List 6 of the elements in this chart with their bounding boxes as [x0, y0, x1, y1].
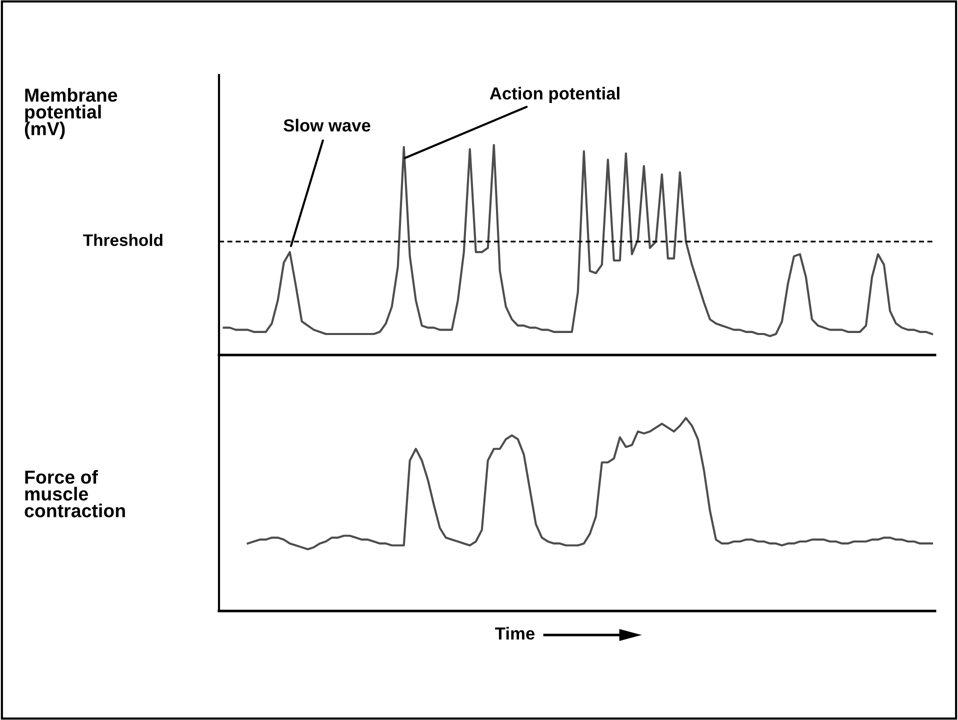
text: Action potential [490, 86, 620, 103]
x-axis-title: Time [495, 626, 535, 640]
y-axis-title: Membrane potential (mV) [24, 88, 118, 140]
ref-line-label: Threshold [83, 234, 162, 246]
text: Slow wave [284, 118, 370, 132]
y-axis-title: Force of muscle contraction [24, 470, 125, 518]
